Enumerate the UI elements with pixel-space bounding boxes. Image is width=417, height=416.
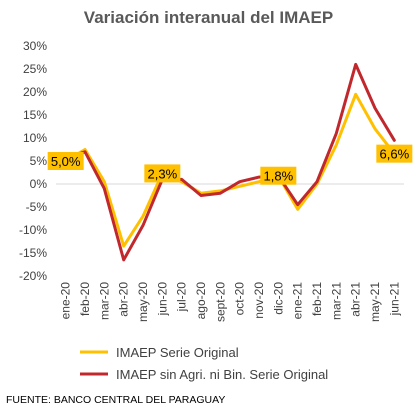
data-label-box — [376, 144, 413, 163]
x-tick-label: mar-20 — [97, 282, 111, 320]
y-tick-label: -20% — [19, 269, 47, 283]
legend-label: IMAEP Serie Original — [116, 345, 239, 360]
x-tick-label: oct-20 — [233, 282, 247, 316]
data-label-box — [144, 164, 181, 183]
x-tick-label: ene-21 — [291, 282, 305, 320]
x-tick-label: feb-21 — [310, 282, 324, 316]
x-tick-label: abr-20 — [117, 282, 131, 317]
legend-label: IMAEP sin Agri. ni Bin. Serie Original — [116, 367, 328, 382]
y-tick-label: 15% — [23, 108, 47, 122]
x-tick-label: sept-20 — [213, 282, 227, 322]
data-label-box — [47, 152, 84, 170]
x-tick-label: feb-20 — [78, 282, 92, 316]
x-tick-label: mar-21 — [329, 282, 343, 320]
data-label: 1,8% — [260, 166, 297, 185]
x-tick-label: ene-20 — [59, 282, 73, 320]
chart-title: Variación interanual del IMAEP — [83, 8, 334, 27]
y-tick-label: 10% — [23, 131, 47, 145]
x-tick-label: jun-20 — [155, 282, 169, 317]
legend: IMAEP Serie Original IMAEP sin Agri. ni B… — [80, 345, 328, 382]
y-tick-label: 5% — [30, 154, 48, 168]
x-tick-label: jul-20 — [175, 282, 189, 313]
data-label-text: 6,6% — [380, 147, 410, 162]
data-label: 2,3% — [144, 164, 181, 183]
data-label-text: 5,0% — [51, 154, 81, 169]
x-tick-label: may-20 — [136, 282, 150, 322]
x-tick-label: jun-21 — [387, 282, 401, 317]
y-tick-label: -5% — [26, 200, 48, 214]
y-axis-ticks: -20% -15% -10% -5% 0% 5% 10% 15% 20% 25% 30% — [19, 39, 47, 283]
y-tick-label: -10% — [19, 223, 47, 237]
data-label-box — [260, 166, 297, 185]
series-line-2 — [64, 62, 396, 262]
x-tick-label: dic-20 — [271, 282, 285, 315]
y-tick-label: 0% — [30, 177, 48, 191]
data-label: 5,0% — [47, 152, 84, 170]
y-tick-label: 20% — [23, 85, 47, 99]
x-tick-label: may-21 — [368, 282, 382, 322]
x-tick-label: ago-20 — [194, 282, 208, 320]
y-tick-label: 30% — [23, 39, 47, 53]
annotation-layer: 5,0% 2,3% 1,8% 6,6% — [47, 144, 413, 185]
y-tick-label: 25% — [23, 62, 47, 76]
x-tick-label: nov-20 — [252, 282, 266, 319]
source-note: FUENTE: BANCO CENTRAL DEL PARAGUAY — [6, 394, 226, 406]
x-tick-label: abr-21 — [349, 282, 363, 317]
series-layer — [64, 62, 396, 262]
data-label: 6,6% — [376, 144, 413, 163]
x-axis-ticks: ene-20 feb-20 mar-20 abr-20 may-20 jun-20 jul-… — [59, 282, 402, 322]
y-tick-label: -15% — [19, 246, 47, 260]
data-label-text: 1,8% — [264, 169, 294, 184]
data-label-text: 2,3% — [148, 166, 178, 181]
